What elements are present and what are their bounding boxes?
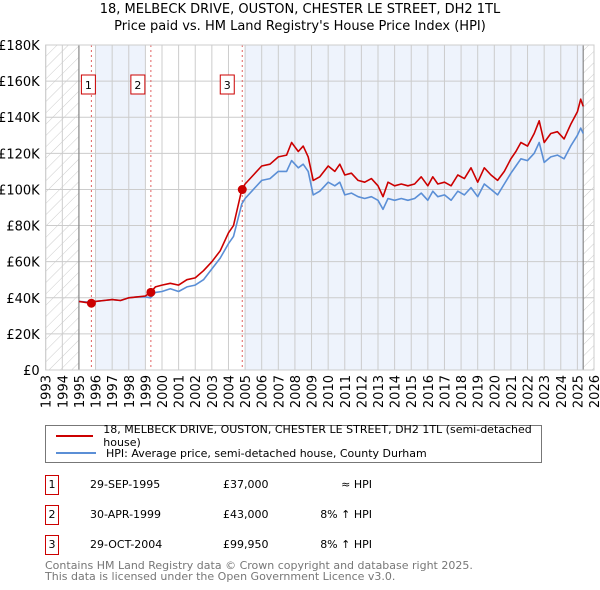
chart-subtitle: Price paid vs. HM Land Registry's House … <box>114 19 486 34</box>
footer-licence: This data is licensed under the Open Gov… <box>45 570 396 583</box>
x-tick-label: 2018 <box>455 375 470 408</box>
sale-label: 2 <box>134 79 141 92</box>
sale-date: 29-OCT-2004 <box>90 538 163 551</box>
legend-item-hpi: HPI: Average price, semi-detached house,… <box>56 445 427 461</box>
y-tick-label: £20K <box>6 328 40 343</box>
x-tick-label: 2021 <box>505 375 520 408</box>
sale-label-box <box>219 74 235 95</box>
transaction-row: 1 29-SEP-1995 £37,000 ≈ HPI <box>45 475 445 495</box>
legend: 18, MELBECK DRIVE, OUSTON, CHESTER LE ST… <box>45 423 542 463</box>
sale-date: 29-SEP-1995 <box>90 478 161 491</box>
y-tick-label: £80K <box>6 220 40 235</box>
hpi-comparison: 8% ↑ HPI <box>320 538 372 551</box>
sale-label: 1 <box>85 79 92 92</box>
x-tick-label: 2010 <box>322 375 337 408</box>
legend-label-price: 18, MELBECK DRIVE, OUSTON, CHESTER LE ST… <box>103 423 532 449</box>
y-tick-label: £40K <box>6 292 40 307</box>
x-tick-label: 2020 <box>488 375 503 408</box>
sale-date: 30-APR-1999 <box>90 508 162 521</box>
transaction-row: 2 30-APR-1999 £43,000 8% ↑ HPI <box>45 505 445 525</box>
x-tick-label: 2023 <box>538 375 553 408</box>
x-tick-label: 2002 <box>189 375 204 408</box>
x-tick-label: 1993 <box>40 375 55 408</box>
x-tick-label: 2014 <box>389 375 404 408</box>
transaction-row: 3 29-OCT-2004 £99,950 8% ↑ HPI <box>45 535 445 555</box>
x-tick-label: 1999 <box>139 375 154 408</box>
x-tick-label: 2022 <box>522 375 537 408</box>
plot-border <box>45 44 595 371</box>
y-tick-label: £140K <box>0 111 40 126</box>
x-tick-label: 1995 <box>73 375 88 408</box>
x-tick-label: 2009 <box>306 375 321 408</box>
marker-badge: 1 <box>45 475 59 495</box>
sale-label-box <box>130 74 146 95</box>
sale-price: £99,950 <box>223 538 269 551</box>
x-tick-label: 2025 <box>571 375 586 408</box>
x-tick-label: 2006 <box>256 375 271 408</box>
x-tick-label: 2005 <box>239 375 254 408</box>
sale-label-box <box>80 74 96 95</box>
x-tick-label: 2004 <box>222 375 237 408</box>
shaded-period <box>95 45 146 370</box>
y-tick-label: £60K <box>6 256 40 271</box>
hpi-line <box>78 127 584 304</box>
hpi-line-swatch <box>56 452 96 454</box>
x-tick-label: 2016 <box>422 375 437 408</box>
x-tick-label: 2019 <box>472 375 487 408</box>
legend-item-price: 18, MELBECK DRIVE, OUSTON, CHESTER LE ST… <box>56 423 541 449</box>
x-tick-label: 2026 <box>588 375 600 408</box>
chart-title: 18, MELBECK DRIVE, OUSTON, CHESTER LE ST… <box>99 2 501 17</box>
sale-label: 3 <box>224 79 231 92</box>
x-tick-label: 1998 <box>123 375 138 408</box>
price-chart: £0 £20K £40K £60K £80K £100K £120K £140K £160K £1… <box>0 39 600 408</box>
hatched-no-data-region <box>583 45 594 370</box>
footer-copyright: Contains HM Land Registry data © Crown c… <box>45 559 473 572</box>
x-tick-label: 2015 <box>405 375 420 408</box>
x-tick-label: 1996 <box>90 375 105 408</box>
marker-badge: 3 <box>45 535 59 555</box>
y-tick-label: £0 <box>23 364 40 379</box>
footer: Contains HM Land Registry data © Crown c… <box>45 560 473 582</box>
legend-label-hpi: HPI: Average price, semi-detached house,… <box>106 446 427 460</box>
hpi-comparison: 8% ↑ HPI <box>320 508 372 521</box>
x-tick-label: 2017 <box>438 375 453 408</box>
x-tick-label: 2013 <box>372 375 387 408</box>
x-tick-label: 1994 <box>56 375 71 408</box>
x-tick-label: 2011 <box>339 375 354 408</box>
shaded-period <box>245 45 584 370</box>
sale-price: £37,000 <box>223 478 269 491</box>
x-tick-label: 2024 <box>555 375 570 408</box>
sale-price: £43,000 <box>223 508 269 521</box>
x-tick-label: 1997 <box>106 375 121 408</box>
sale-point <box>146 287 156 297</box>
x-tick-label: 2007 <box>272 375 287 408</box>
y-tick-label: £100K <box>0 183 40 198</box>
x-tick-label: 2008 <box>289 375 304 408</box>
sale-point <box>86 298 96 308</box>
x-tick-label: 2012 <box>355 375 370 408</box>
price-line <box>78 98 584 304</box>
x-tick-label: 2001 <box>173 375 188 408</box>
x-tick-label: 2003 <box>206 375 221 408</box>
sale-point <box>237 185 247 195</box>
marker-badge: 2 <box>45 505 59 525</box>
y-tick-label: £160K <box>0 75 40 90</box>
price-line-swatch <box>56 435 94 437</box>
hpi-comparison: ≈ HPI <box>341 478 372 491</box>
x-tick-label: 2000 <box>156 375 171 408</box>
y-tick-label: £180K <box>0 39 40 54</box>
y-tick-label: £120K <box>0 147 40 162</box>
